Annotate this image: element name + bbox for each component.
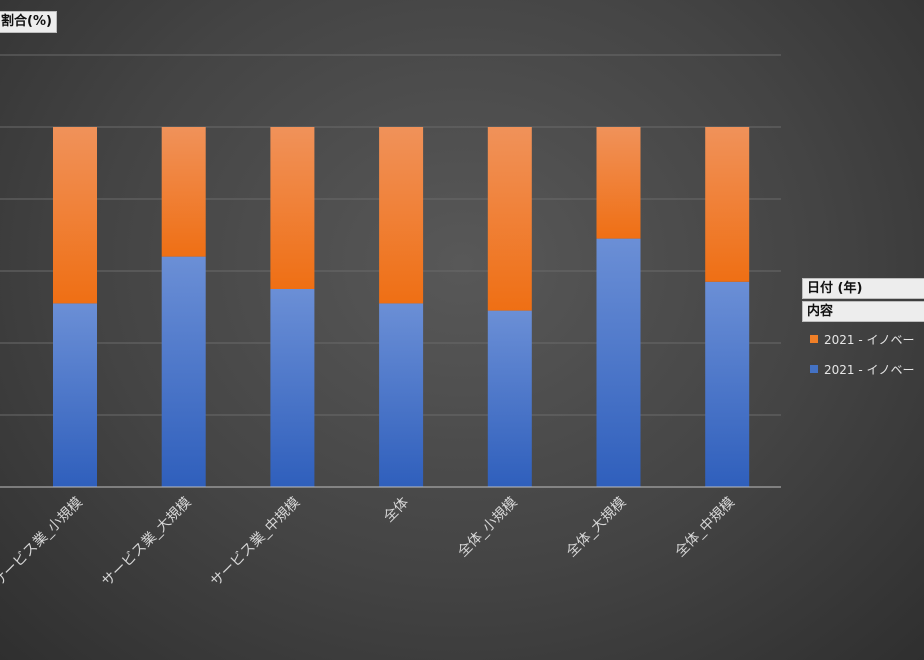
bars <box>53 127 750 487</box>
bar-segment-series-2[interactable] <box>53 127 97 304</box>
bar-segment-series-1[interactable] <box>53 303 97 487</box>
bar-segment-series-2[interactable] <box>379 127 424 304</box>
category-labels: サービス業_小規模 サービス業_大規模 サービス業_中規模 全体 全体_小規模 全体_大規… <box>0 494 738 590</box>
category-label: 全体 <box>380 494 412 526</box>
legend-swatch <box>810 335 818 343</box>
legend-label: 2021 - イノベー <box>824 363 915 377</box>
bar-segment-series-2[interactable] <box>270 127 315 289</box>
bar-segment-series-2[interactable] <box>161 127 206 257</box>
category-label: 全体_中規模 <box>672 494 738 560</box>
category-label: 全体_小規模 <box>454 494 520 560</box>
content-filter-button[interactable]: 内容 <box>802 301 924 322</box>
legend: 2021 - イノベー 2021 - イノベー <box>810 333 915 377</box>
category-label: 全体_大規模 <box>563 494 629 560</box>
legend-swatch <box>810 365 818 373</box>
bar-segment-series-2[interactable] <box>596 127 641 239</box>
date-filter-button[interactable]: 日付 (年) <box>802 278 924 299</box>
bar-segment-series-1[interactable] <box>487 310 532 487</box>
bar-segment-series-1[interactable] <box>161 256 206 487</box>
bar-segment-series-1[interactable] <box>705 281 750 487</box>
bar-segment-series-1[interactable] <box>270 289 315 487</box>
value-field-button[interactable]: 割合(%) <box>0 11 57 33</box>
bar-segment-series-1[interactable] <box>379 303 424 487</box>
bar-segment-series-1[interactable] <box>596 238 641 487</box>
legend-label: 2021 - イノベー <box>824 333 915 347</box>
category-label: サービス業_中規模 <box>208 495 303 590</box>
bar-segment-series-2[interactable] <box>705 127 750 282</box>
category-label: サービス業_大規模 <box>99 495 194 590</box>
category-label: サービス業_小規模 <box>0 495 86 590</box>
bar-segment-series-2[interactable] <box>487 127 532 311</box>
